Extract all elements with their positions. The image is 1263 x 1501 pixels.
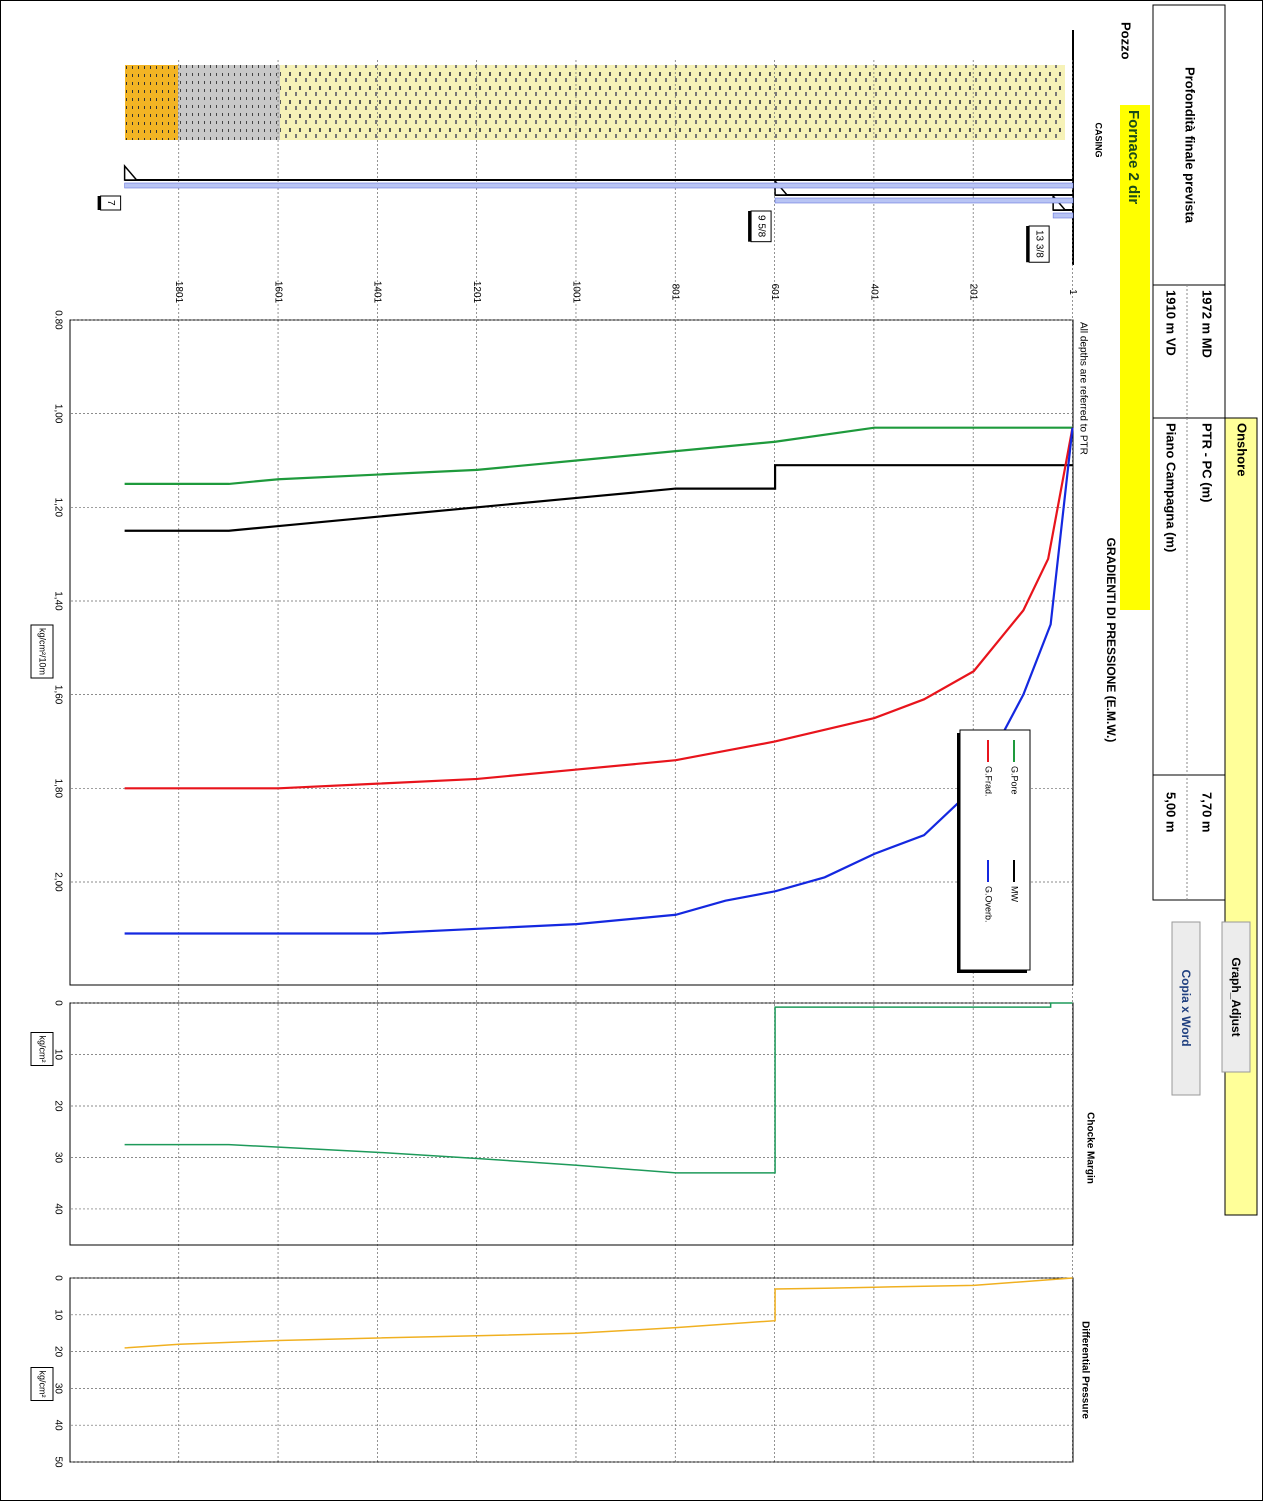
- legend: [959, 729, 1031, 971]
- value-tick-label: 50: [52, 1456, 63, 1468]
- value-tick-label: 20: [52, 1100, 63, 1112]
- casing-label: 13 3/8: [1033, 230, 1044, 258]
- button-face[interactable]: [1221, 921, 1251, 1073]
- value-tick-label: 0.80: [52, 310, 63, 330]
- legend-label: G.Pore: [1010, 766, 1020, 795]
- chart-title: GRADIENTI DI PRESSIONE (E.M.W.): [1104, 538, 1118, 743]
- well-name-band: [1120, 105, 1150, 610]
- button[interactable]: Copia x Word: [1171, 921, 1201, 1096]
- unit-box: [30, 1367, 54, 1402]
- casing-label-shadow: [1026, 226, 1030, 263]
- cement: [774, 197, 1074, 204]
- casing-title: CASING: [1094, 122, 1104, 157]
- value-tick-label: 20: [52, 1346, 63, 1358]
- well-title: Pozzo: [1119, 22, 1134, 60]
- legend-label: G.Overb.: [984, 886, 994, 923]
- series-line: [124, 1277, 1073, 1349]
- button-label[interactable]: Graph_Adjust: [1229, 957, 1243, 1036]
- unit-box: [30, 624, 54, 679]
- casing-label: 7: [105, 200, 116, 206]
- depth-tick-label: 1001: [570, 281, 581, 304]
- axis-label: kg/cm²: [38, 1371, 48, 1398]
- value-tick-label: 1,00: [52, 404, 63, 424]
- note: All depths are referred to PTR: [1077, 322, 1088, 455]
- value-tick-label: 10: [52, 1049, 63, 1061]
- cement: [1052, 212, 1074, 219]
- header-cell: [1152, 774, 1226, 901]
- series-line: [124, 1002, 1073, 1174]
- casing-label-shadow: [97, 196, 101, 210]
- md: 1972 m MD: [1200, 290, 1215, 358]
- depth-tick-label: 1601: [272, 281, 283, 304]
- casing-label-box: [1028, 225, 1050, 263]
- ptr-pc-value: 7,70 m: [1200, 792, 1215, 832]
- depth-tick-label: 801: [670, 284, 681, 301]
- plot-area: [69, 319, 1074, 986]
- final-depth-label: Profondità finale prevista: [1183, 67, 1198, 224]
- value-tick-label: 10: [52, 1309, 63, 1321]
- value-tick-label: 1,80: [52, 779, 63, 799]
- sheet: Profondità finale prevista 1972 m MD 191…: [30, 4, 1258, 1468]
- value-tick-label: 0: [52, 1275, 63, 1281]
- casing-label: 9 5/8: [755, 215, 766, 238]
- well-name: Fornace 2 dir: [1125, 110, 1142, 204]
- depth-tick-label: 1401: [372, 281, 383, 304]
- site-band: [1224, 417, 1258, 1216]
- chart-title: Chocke Margin: [1084, 1112, 1095, 1184]
- lithology-clay: [178, 65, 280, 140]
- axis-label: kg/cm²: [38, 1036, 48, 1063]
- lithology-sand: [280, 65, 1065, 140]
- value-tick-label: 40: [52, 1203, 63, 1215]
- button-label[interactable]: Copia x Word: [1179, 969, 1193, 1046]
- ground-label: Piano Campagna (m): [1164, 423, 1179, 552]
- series-line: [124, 426, 1073, 486]
- legend-label: G.Frad.: [984, 766, 994, 797]
- series-line: [124, 427, 1074, 790]
- casing-shoe: [123, 163, 139, 181]
- value-tick-label: 2,00: [52, 872, 63, 892]
- depth-tick-label: 1: [1067, 289, 1078, 295]
- depth-tick-label: 401: [868, 284, 879, 301]
- unit-box: [30, 1032, 54, 1067]
- button[interactable]: Graph_Adjust: [1221, 921, 1251, 1073]
- axis-label: kg/cm²/10m: [38, 628, 48, 675]
- chart-title: Differential Pressure: [1079, 1321, 1090, 1419]
- ground-value: 5,00 m: [1164, 792, 1179, 832]
- depth-tick-label: 1201: [471, 281, 482, 304]
- casing-label-box: [750, 210, 772, 243]
- value-tick-label: 30: [52, 1383, 63, 1395]
- depth-tick-label: 601: [769, 284, 780, 301]
- legend-label: MW: [1010, 886, 1020, 902]
- value-tick-label: 0: [52, 1000, 63, 1006]
- value-tick-label: 30: [52, 1152, 63, 1164]
- casing-label-shadow: [748, 211, 752, 242]
- cement: [124, 182, 1074, 189]
- value-tick-label: 1,40: [52, 591, 63, 611]
- lithology-marl: [125, 65, 178, 140]
- button-face[interactable]: [1171, 921, 1201, 1096]
- depth-tick-label: 201: [968, 284, 979, 301]
- site: Onshore: [1235, 423, 1250, 476]
- ptr-pc-label: PTR - PC (m): [1200, 423, 1215, 502]
- series-line: [124, 464, 1073, 532]
- value-tick-label: 1,60: [52, 685, 63, 705]
- series-line: [124, 427, 1074, 935]
- vd: 1910 m VD: [1164, 290, 1179, 356]
- value-tick-label: 40: [52, 1420, 63, 1432]
- value-tick-label: 1,20: [52, 498, 63, 518]
- depth-tick-label: 1801: [173, 281, 184, 304]
- plot-area: [69, 1277, 1074, 1463]
